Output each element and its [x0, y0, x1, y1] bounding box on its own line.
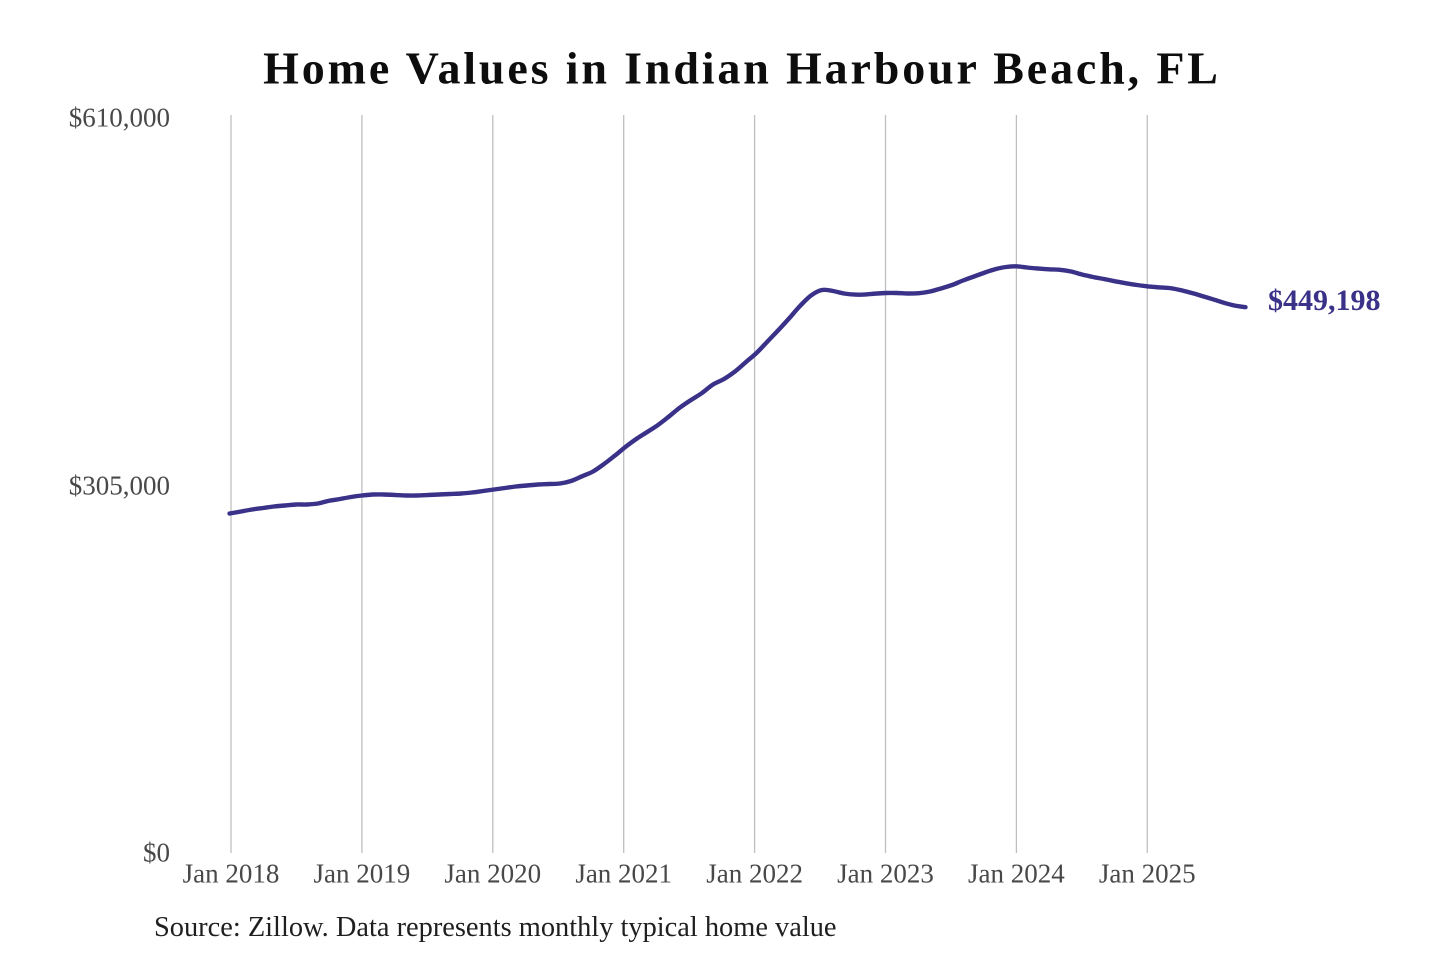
svg-text:$610,000: $610,000	[69, 103, 170, 133]
svg-text:$449,198: $449,198	[1268, 284, 1381, 317]
svg-text:Jan 2022: Jan 2022	[706, 859, 803, 889]
svg-text:Jan 2020: Jan 2020	[444, 859, 541, 889]
svg-text:Jan 2024: Jan 2024	[968, 859, 1065, 889]
svg-text:Jan 2019: Jan 2019	[314, 859, 411, 889]
svg-text:$0: $0	[143, 838, 170, 868]
svg-text:Source: Zillow. Data represent: Source: Zillow. Data represents monthly …	[154, 912, 837, 943]
svg-text:$305,000: $305,000	[69, 471, 170, 501]
svg-text:Jan 2018: Jan 2018	[183, 859, 280, 889]
svg-text:Jan 2023: Jan 2023	[837, 859, 934, 889]
svg-text:Jan 2021: Jan 2021	[575, 859, 672, 889]
svg-text:Jan 2025: Jan 2025	[1099, 859, 1196, 889]
svg-text:Home Values in Indian Harbour: Home Values in Indian Harbour Beach, FL	[263, 42, 1221, 93]
